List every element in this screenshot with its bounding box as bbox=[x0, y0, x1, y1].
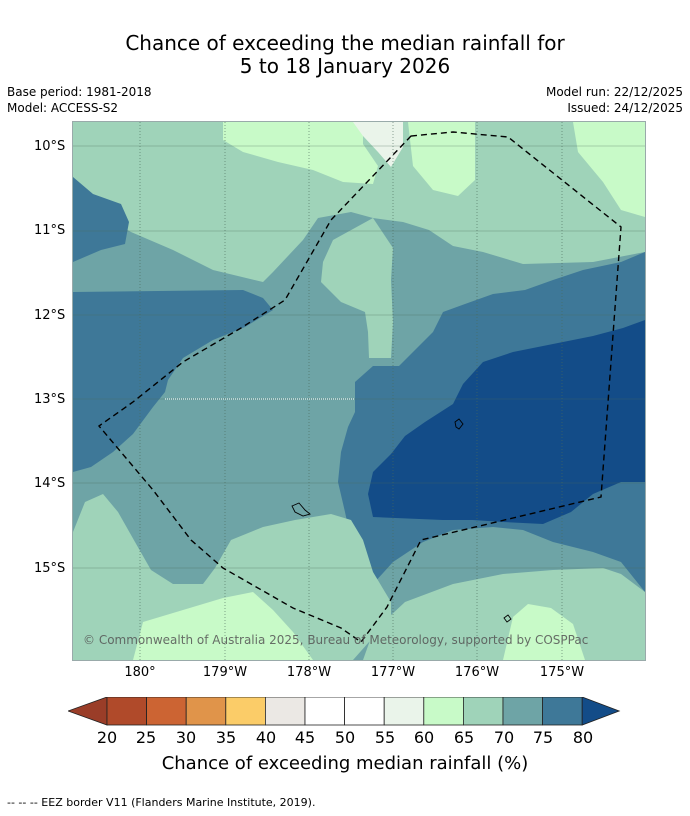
colorbar-tick-75: 75 bbox=[532, 728, 554, 747]
region-80-plus bbox=[368, 320, 645, 524]
colorbar-segment bbox=[106, 697, 147, 726]
colorbar-segment bbox=[423, 697, 464, 726]
colorbar-tick-25: 25 bbox=[135, 728, 157, 747]
issued-date: Issued: 24/12/2025 bbox=[567, 101, 683, 115]
colorbar-tick-65: 65 bbox=[453, 728, 475, 747]
colorbar-segment bbox=[225, 697, 266, 726]
colorbar-tick-30: 30 bbox=[175, 728, 197, 747]
colorbar-tick-20: 20 bbox=[96, 728, 118, 747]
lat-label-10s: 10°S bbox=[34, 139, 66, 154]
base-period: Base period: 1981-2018 bbox=[7, 85, 152, 99]
lon-label-175w: 175°W bbox=[539, 665, 585, 680]
colorbar-label: Chance of exceeding median rainfall (%) bbox=[161, 753, 529, 774]
eez-border bbox=[97, 131, 622, 643]
region-65-70-north bbox=[73, 122, 645, 282]
region-75-80-nw bbox=[73, 177, 129, 262]
region-60-65-north bbox=[223, 122, 378, 184]
colorbar-segment bbox=[185, 697, 227, 726]
island-small bbox=[503, 614, 512, 623]
colorbar-segment bbox=[462, 697, 504, 726]
model-name: Model: ACCESS-S2 bbox=[7, 101, 119, 115]
lon-label-176w: 176°W bbox=[454, 665, 500, 680]
colorbar-tick-50: 50 bbox=[334, 728, 356, 747]
lon-label-180: 180° bbox=[124, 665, 156, 680]
region-60-65-south bbox=[133, 592, 313, 660]
colorbar-segment bbox=[264, 697, 306, 726]
colorbar-tick-80: 80 bbox=[572, 728, 594, 747]
eez-legend-text: -- -- -- EEZ border V11 (Flanders Marine… bbox=[7, 796, 316, 809]
lat-label-11s: 11°S bbox=[34, 223, 66, 238]
colorbar-segment bbox=[146, 697, 187, 726]
region-55-60-north bbox=[353, 122, 403, 167]
lat-label-15s: 15°S bbox=[34, 561, 66, 576]
map-title-line-2: 5 to 18 January 2026 bbox=[239, 54, 451, 78]
region-60-65-se bbox=[503, 604, 585, 660]
rainfall-map bbox=[73, 122, 645, 660]
lat-label-13s: 13°S bbox=[34, 392, 66, 407]
colorbar-extend-low bbox=[68, 697, 108, 726]
island-swains bbox=[454, 418, 464, 430]
colorbar bbox=[68, 697, 621, 726]
lat-label-14s: 14°S bbox=[34, 476, 66, 491]
colorbar-segment bbox=[383, 697, 425, 726]
colorbar-tick-40: 40 bbox=[255, 728, 277, 747]
colorbar-tick-55: 55 bbox=[374, 728, 396, 747]
colorbar-segment bbox=[542, 697, 583, 726]
island-wallis bbox=[291, 502, 311, 517]
colorbar-tick-35: 35 bbox=[215, 728, 237, 747]
region-65-70-tongue bbox=[321, 218, 393, 358]
region-65-70-south bbox=[73, 494, 391, 660]
region-75-80-west bbox=[73, 290, 273, 472]
lon-label-177w: 177°W bbox=[370, 665, 416, 680]
lat-label-12s: 12°S bbox=[34, 308, 66, 323]
lon-label-178w: 178°W bbox=[286, 665, 332, 680]
colorbar-extend-high bbox=[581, 697, 621, 726]
colorbar-tick-45: 45 bbox=[294, 728, 316, 747]
colorbar-tick-70: 70 bbox=[493, 728, 515, 747]
colorbar-segment bbox=[304, 697, 345, 726]
graticule-lat bbox=[73, 145, 645, 569]
region-60-65-north-2 bbox=[408, 122, 475, 196]
colorbar-segment bbox=[502, 697, 543, 726]
lon-label-179w: 179°W bbox=[202, 665, 248, 680]
model-run: Model run: 22/12/2025 bbox=[545, 85, 683, 99]
colorbar-tick-60: 60 bbox=[413, 728, 435, 747]
copyright-text: © Commonwealth of Australia 2025, Bureau… bbox=[83, 633, 589, 647]
colorbar-segment bbox=[344, 697, 385, 726]
map-title-line-1: Chance of exceeding the median rainfall … bbox=[125, 31, 565, 55]
